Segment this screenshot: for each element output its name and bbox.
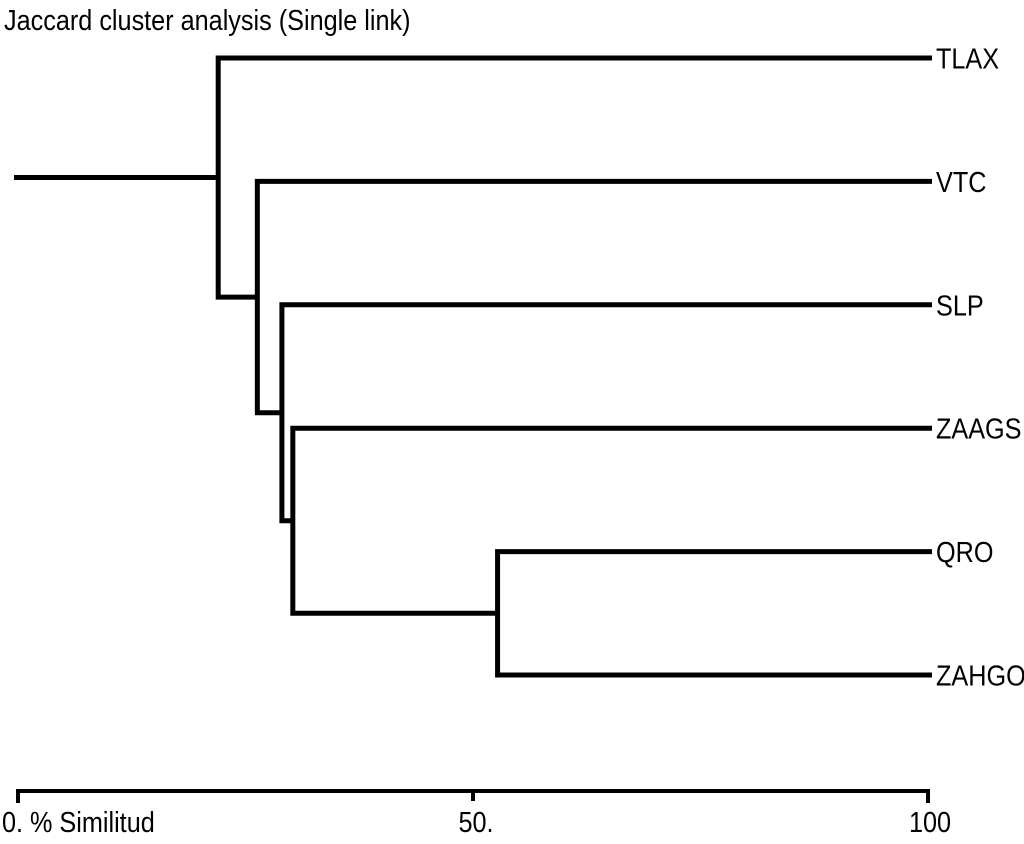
leaf-label-vtc: VTC xyxy=(936,165,986,198)
leaf-label-zahgo: ZAHGO xyxy=(936,659,1024,692)
axis-tick-label-100: 100 xyxy=(909,805,951,838)
dendrogram-link xyxy=(290,425,932,616)
dendrogram-link xyxy=(495,549,932,678)
leaf-label-tlax: TLAX xyxy=(936,42,999,75)
dendrogram-link xyxy=(254,178,932,416)
chart-title: Jaccard cluster analysis (Single link) xyxy=(4,3,411,36)
leaf-labels: TLAX VTC SLP ZAAGS QRO ZAHGO xyxy=(936,42,1024,692)
axis-tick-label-0: 0. xyxy=(2,805,23,838)
leaf-label-zaags: ZAAGS xyxy=(936,412,1021,445)
dendrogram-link xyxy=(279,302,932,524)
axis-tick-label-50: 50. xyxy=(458,805,493,838)
dendrogram-link xyxy=(215,55,932,300)
similarity-axis: 0. % Similitud 50. 100 xyxy=(2,789,951,838)
leaf-label-slp: SLP xyxy=(936,289,984,322)
axis-title: % Similitud xyxy=(30,805,155,838)
dendrogram-links xyxy=(14,55,932,678)
leaf-label-qro: QRO xyxy=(936,535,993,568)
